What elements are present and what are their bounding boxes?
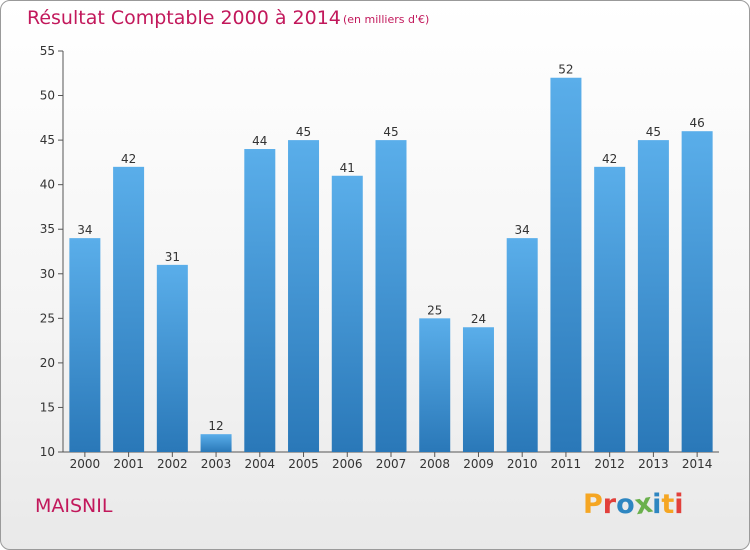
x-tick-label: 2002 [157, 457, 188, 471]
bar-2002[interactable] [156, 264, 188, 452]
x-tick-label: 2001 [113, 457, 144, 471]
x-tick-label: 2011 [551, 457, 582, 471]
x-tick-label: 2005 [288, 457, 319, 471]
bar-2012[interactable] [594, 166, 626, 452]
bar-2000[interactable] [69, 238, 101, 452]
axes-group: 10 15 20 25 30 35 40 45 50 55 2000 2001 2002 2003 2004… [40, 44, 719, 471]
proxiti-logo[interactable]: Proxiti [583, 488, 684, 522]
bar-2006[interactable] [331, 175, 363, 452]
bar-value-label: 44 [252, 134, 267, 148]
bar-2014[interactable] [681, 131, 713, 452]
logo-letter: t [661, 489, 675, 520]
bar-value-label: 42 [602, 152, 617, 166]
bar-2005[interactable] [288, 140, 320, 452]
y-tick-label: 15 [40, 400, 55, 414]
bar-value-label: 31 [165, 250, 180, 264]
x-tick-label: 2013 [638, 457, 669, 471]
y-tick-label: 50 [40, 89, 55, 103]
bar-2004[interactable] [244, 149, 276, 452]
bar-2010[interactable] [506, 238, 538, 452]
x-tick-label: 2014 [682, 457, 713, 471]
commune-name: MAISNIL [35, 495, 113, 517]
bar-value-label: 45 [646, 125, 661, 139]
y-tick-label: 10 [40, 445, 55, 459]
x-tick-label: 2007 [376, 457, 407, 471]
y-tick-label: 20 [40, 356, 55, 370]
bar-value-label: 45 [383, 125, 398, 139]
logo-letter: o [616, 489, 635, 520]
bar-value-label: 46 [689, 116, 704, 130]
y-tick-label: 55 [40, 44, 55, 58]
bar-value-label: 24 [471, 312, 486, 326]
labels-group: 34 42 31 12 44 45 41 45 25 24 34 52 42 45 46 [77, 63, 705, 433]
x-tick-label: 2010 [507, 457, 538, 471]
bar-2008[interactable] [419, 318, 451, 452]
x-tick-label: 2006 [332, 457, 363, 471]
y-tick-label: 40 [40, 178, 55, 192]
y-tick-label: 30 [40, 267, 55, 281]
x-tick-label: 2000 [70, 457, 101, 471]
x-tick-label: 2003 [201, 457, 232, 471]
bar-value-label: 45 [296, 125, 311, 139]
x-tick-label: 2012 [594, 457, 625, 471]
bar-value-label: 42 [121, 152, 136, 166]
chart-subtitle: (en milliers d'€) [343, 13, 430, 26]
x-tick-label: 2009 [463, 457, 494, 471]
bar-2013[interactable] [637, 140, 669, 452]
bar-value-label: 34 [515, 223, 530, 237]
x-tick-label: 2004 [245, 457, 276, 471]
logo-letter: P [583, 489, 603, 520]
bar-value-label: 52 [558, 63, 573, 77]
logo-letter: i [674, 489, 684, 520]
y-tick-label: 25 [40, 311, 55, 325]
y-tick-label: 45 [40, 133, 55, 147]
chart-title: Résultat Comptable 2000 à 2014 [27, 7, 341, 29]
x-tick-label: 2008 [419, 457, 450, 471]
bar-2001[interactable] [113, 166, 145, 452]
bars-group [69, 77, 713, 452]
bar-2007[interactable] [375, 140, 407, 452]
bar-value-label: 34 [77, 223, 92, 237]
logo-letter: r [602, 489, 617, 520]
bar-value-label: 25 [427, 303, 442, 317]
bar-value-label: 12 [208, 419, 223, 433]
bar-2003[interactable] [200, 434, 232, 452]
y-tick-label: 35 [40, 222, 55, 236]
bar-value-label: 41 [340, 161, 355, 175]
logo-letter: i [652, 489, 662, 520]
bar-2011[interactable] [550, 77, 582, 452]
bar-2009[interactable] [462, 327, 494, 452]
